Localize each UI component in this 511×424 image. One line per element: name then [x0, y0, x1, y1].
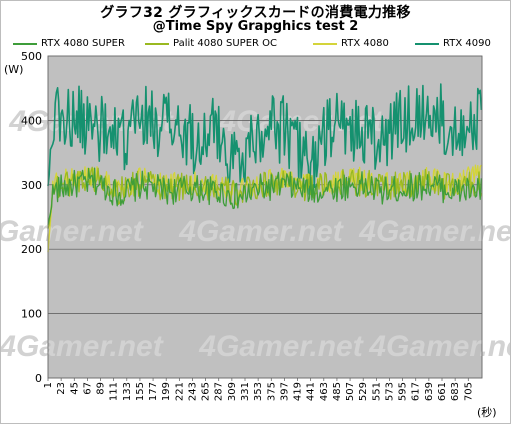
legend-item-palit-4080-super-oc: Palit 4080 SUPER OC — [145, 38, 277, 49]
y-tick-label: 300 — [21, 179, 42, 192]
x-tick-label: 705 — [463, 382, 474, 401]
x-axis-unit-label: (秒) — [477, 406, 497, 419]
x-tick-label: 309 — [227, 382, 238, 401]
x-tick-label: 221 — [174, 382, 185, 401]
watermark-text: 4Gamer.net — [368, 330, 510, 363]
x-tick-label: 45 — [69, 382, 80, 395]
x-tick-label: 111 — [109, 382, 120, 401]
x-tick-label: 661 — [437, 382, 448, 401]
x-tick-label: 375 — [266, 382, 277, 401]
x-tick-label: 551 — [371, 382, 382, 401]
x-tick-label: 463 — [319, 382, 330, 401]
chart-legend: RTX 4080 SUPER Palit 4080 SUPER OC RTX 4… — [13, 38, 503, 54]
chart-title: グラフ32 グラフィックスカードの消費電力推移 — [100, 5, 411, 21]
x-tick-label: 177 — [148, 382, 159, 401]
x-tick-label: 67 — [82, 382, 93, 395]
y-tick-label: 400 — [21, 114, 42, 127]
x-tick-label: 441 — [306, 382, 317, 401]
legend-label-rtx-4090: RTX 4090 — [443, 38, 491, 49]
legend-item-rtx-4080-super: RTX 4080 SUPER — [13, 38, 125, 49]
x-tick-label: 331 — [240, 382, 251, 401]
watermark-text: 4Gamer.net — [1, 330, 165, 363]
x-tick-label: 683 — [450, 382, 461, 401]
watermark-text: 4Gamer.net — [1, 215, 145, 248]
y-tick-label: 500 — [21, 50, 42, 63]
x-tick-label: 1 — [43, 382, 54, 388]
legend-label-palit-4080-super-oc: Palit 4080 SUPER OC — [173, 38, 277, 49]
plot-border — [47, 55, 483, 379]
x-tick-label: 595 — [398, 382, 409, 401]
legend-item-rtx-4090: RTX 4090 — [415, 38, 491, 49]
x-tick-label: 529 — [358, 382, 369, 401]
x-tick-label: 265 — [201, 382, 212, 401]
x-tick-label: 155 — [135, 382, 146, 401]
legend-swatch-palit-4080-super-oc — [145, 42, 169, 45]
watermark-text: 4Gamer.net — [358, 215, 510, 248]
y-axis-unit-label: (W) — [4, 63, 24, 76]
y-tick-label: 100 — [21, 308, 42, 321]
legend-label-rtx-4080-super: RTX 4080 SUPER — [41, 38, 125, 49]
x-tick-label: 23 — [56, 382, 67, 395]
x-tick-label: 287 — [214, 382, 225, 401]
x-tick-label: 397 — [279, 382, 290, 401]
y-tick-label: 200 — [21, 243, 42, 256]
legend-swatch-rtx-4080 — [313, 42, 337, 45]
legend-swatch-rtx-4090 — [415, 42, 439, 45]
x-tick-label: 485 — [332, 382, 343, 401]
legend-item-rtx-4080: RTX 4080 — [313, 38, 389, 49]
x-tick-label: 617 — [411, 382, 422, 401]
x-tick-label: 639 — [424, 382, 435, 401]
legend-label-rtx-4080: RTX 4080 — [341, 38, 389, 49]
chart-subtitle: @Time Spy Grapghics test 2 — [152, 19, 359, 34]
series-line-rtx-4080-super — [47, 167, 483, 225]
legend-swatch-rtx-4080-super — [13, 42, 37, 45]
watermark-text: 4Gamer.net — [198, 330, 364, 363]
watermark-text: 4Gamer.net — [178, 215, 344, 248]
x-tick-label: 419 — [293, 382, 304, 401]
x-tick-label: 353 — [253, 382, 264, 401]
y-tick-label: 0 — [35, 372, 42, 385]
series-line-rtx-4090 — [47, 83, 483, 196]
x-tick-label: 199 — [161, 382, 172, 401]
x-tick-label: 133 — [122, 382, 133, 401]
x-tick-label: 243 — [187, 382, 198, 401]
x-tick-label: 89 — [96, 382, 107, 395]
x-tick-label: 507 — [345, 382, 356, 401]
x-tick-label: 573 — [384, 382, 395, 401]
